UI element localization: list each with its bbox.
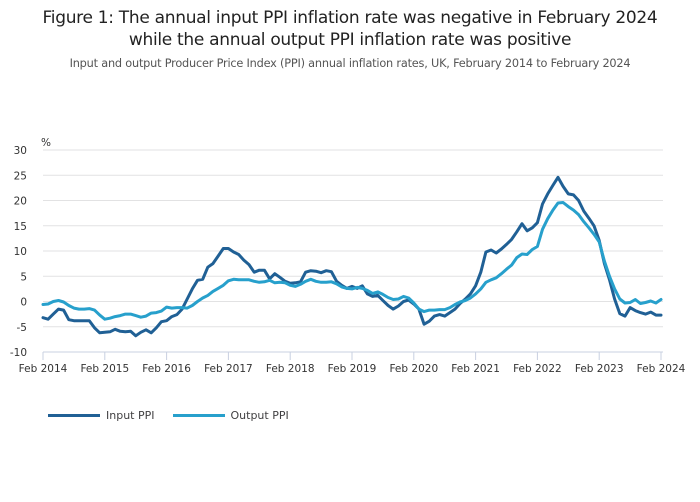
series-line-output-ppi <box>41 201 663 321</box>
x-tick-label: Feb 2019 <box>328 363 377 375</box>
y-axis-ticks: 30 25 20 15 10 5 0 -5 -10 <box>10 145 27 359</box>
y-tick-label: 20 <box>14 196 27 208</box>
legend: Input PPI Output PPI <box>48 409 307 422</box>
legend-item-input-ppi[interactable]: Input PPI <box>48 409 155 422</box>
legend-label-input-ppi: Input PPI <box>106 409 155 422</box>
x-tick-label: Feb 2024 <box>637 363 686 375</box>
x-axis: Feb 2014 Feb 2015 Feb 2016 Feb 2017 Feb 2018… <box>19 351 686 375</box>
y-axis-label: % <box>41 137 51 149</box>
legend-swatch-input-ppi <box>48 414 100 417</box>
x-tick-label: Feb 2018 <box>266 363 315 375</box>
x-tick-label: Feb 2015 <box>80 363 129 375</box>
series-lines <box>41 175 663 338</box>
y-tick-label: 15 <box>14 221 27 233</box>
x-tick-label: Feb 2017 <box>204 363 253 375</box>
y-tick-label: 30 <box>14 145 27 157</box>
y-tick-label: 25 <box>14 170 27 182</box>
x-tick-label: Feb 2023 <box>575 363 624 375</box>
chart-title-line-1: Figure 1: The annual input PPI inflation… <box>42 8 658 28</box>
y-tick-label: 10 <box>14 246 27 258</box>
legend-swatch-output-ppi <box>172 414 225 417</box>
x-tick-label: Feb 2020 <box>389 363 438 375</box>
x-tick-label: Feb 2016 <box>142 363 191 375</box>
y-tick-label: -5 <box>17 322 27 334</box>
x-tick-label: Feb 2014 <box>19 363 68 375</box>
legend-item-output-ppi[interactable]: Output PPI <box>172 409 289 422</box>
y-tick-label: 5 <box>20 271 27 283</box>
legend-label-output-ppi: Output PPI <box>230 409 289 422</box>
chart-title: Figure 1: The annual input PPI inflation… <box>0 7 700 51</box>
series-line-input-ppi <box>41 175 663 338</box>
chart-title-line-2: while the annual output PPI inflation ra… <box>128 30 572 50</box>
x-tick-label: Feb 2021 <box>451 363 500 375</box>
y-tick-label: -10 <box>10 347 27 359</box>
y-tick-label: 0 <box>20 297 27 309</box>
chart-subtitle: Input and output Producer Price Index (P… <box>69 57 631 70</box>
gridlines <box>43 149 663 328</box>
x-tick-label: Feb 2022 <box>513 363 562 375</box>
